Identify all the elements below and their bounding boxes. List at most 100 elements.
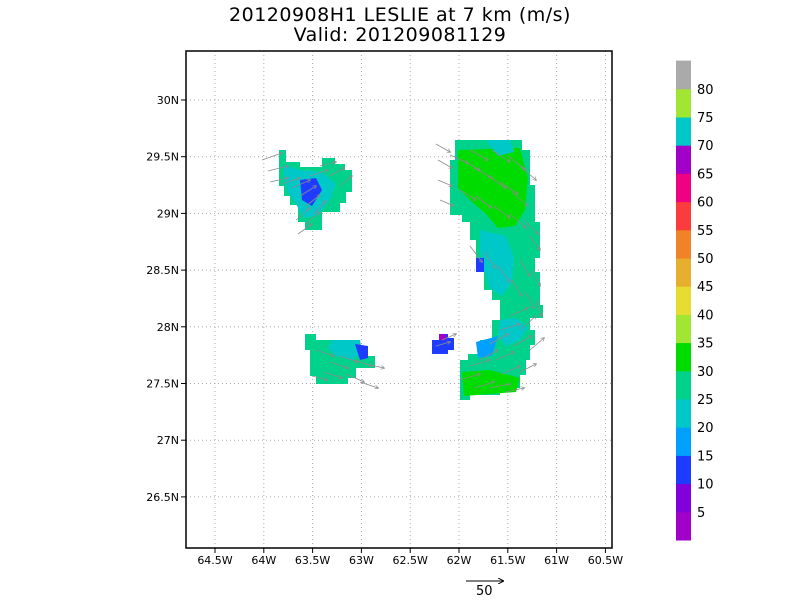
colorbar-swatch bbox=[676, 342, 691, 372]
colorbar-label: 60 bbox=[697, 196, 714, 211]
colorbar-label: 30 bbox=[697, 365, 714, 380]
wind-vector bbox=[323, 371, 342, 378]
colorbar-label: 25 bbox=[697, 393, 714, 408]
wind-vector bbox=[437, 159, 452, 168]
x-tick-label: 64W bbox=[251, 554, 276, 567]
wind-vectors bbox=[261, 143, 544, 393]
wind-vector bbox=[529, 338, 544, 351]
wind-vector bbox=[505, 388, 524, 393]
wind-vector bbox=[315, 349, 334, 356]
region-eastern-arc-top bbox=[486, 140, 514, 156]
region-southwest-min bbox=[355, 344, 368, 360]
wind-vector bbox=[511, 279, 522, 296]
wind-vector bbox=[441, 334, 456, 341]
colorbar-swatch bbox=[676, 483, 691, 513]
wind-vector bbox=[519, 364, 536, 373]
wind-vector bbox=[281, 178, 300, 185]
wind-vector bbox=[297, 224, 312, 235]
colorbar-swatch bbox=[676, 399, 691, 428]
colorbar-label: 5 bbox=[697, 506, 705, 521]
colorbar-swatch bbox=[676, 117, 691, 146]
wind-vector bbox=[497, 265, 510, 282]
wind-vector bbox=[309, 170, 328, 177]
colorbar-label: 65 bbox=[697, 167, 714, 182]
x-tick-label: 61W bbox=[544, 554, 569, 567]
wind-vector bbox=[489, 334, 508, 345]
wind-vector bbox=[507, 155, 526, 170]
wind-vector bbox=[535, 299, 542, 316]
wind-vector bbox=[493, 205, 510, 218]
wind-vector bbox=[491, 149, 510, 162]
wind-vector bbox=[261, 153, 282, 161]
wind-speed-field bbox=[279, 140, 543, 400]
colorbar-label: 40 bbox=[697, 308, 714, 323]
x-tick-label: 62W bbox=[447, 554, 472, 567]
wind-vector bbox=[469, 360, 490, 367]
region-central-min bbox=[439, 334, 446, 340]
wind-vector bbox=[329, 168, 344, 177]
wind-vector bbox=[339, 176, 352, 187]
colorbar-label: 20 bbox=[697, 421, 714, 436]
wind-vector bbox=[519, 316, 536, 331]
wind-vector bbox=[519, 259, 530, 276]
wind-vector bbox=[299, 186, 316, 197]
x-tick-label: 61.5W bbox=[490, 554, 525, 567]
wind-vector bbox=[269, 178, 288, 183]
colorbar: 5 10 15 20 25 30 35 40 45 50 55 60 65 70 75 80 bbox=[676, 60, 714, 541]
wind-vector bbox=[291, 180, 310, 189]
wind-vector bbox=[509, 308, 528, 317]
wind-vector bbox=[359, 381, 378, 388]
wind-vector bbox=[499, 181, 518, 194]
x-tick-label: 63.5W bbox=[295, 554, 330, 567]
wind-vector bbox=[459, 374, 480, 381]
colorbar-swatch bbox=[676, 455, 691, 485]
y-tick-label: 27.5N bbox=[146, 378, 179, 391]
wind-vector bbox=[437, 179, 452, 186]
colorbar-label: 55 bbox=[697, 224, 714, 239]
region-eastern-arc-inner-edge bbox=[476, 336, 498, 358]
y-tick-label: 29N bbox=[157, 207, 179, 220]
wind-vector bbox=[473, 382, 494, 389]
wind-vector bbox=[353, 359, 372, 366]
wind-vector bbox=[435, 143, 450, 152]
wind-vector bbox=[305, 212, 320, 225]
colorbar-label: 15 bbox=[697, 449, 714, 464]
region-northwest-min bbox=[300, 178, 322, 206]
wind-vector bbox=[489, 384, 510, 389]
wind-vector bbox=[499, 324, 520, 331]
colorbar-label: 70 bbox=[697, 139, 714, 154]
wind-vector bbox=[313, 201, 326, 215]
x-tick-label: 60.5W bbox=[588, 554, 623, 567]
colorbar-swatch bbox=[676, 88, 691, 118]
wind-vector bbox=[531, 269, 540, 286]
wind-vector bbox=[345, 373, 364, 382]
chart-subtitle: Valid: 201209081129 bbox=[293, 24, 507, 46]
grid bbox=[186, 51, 612, 548]
wind-vector bbox=[519, 165, 536, 180]
reference-vector-label: 50 bbox=[476, 584, 493, 599]
x-tick-label: 64.5W bbox=[197, 554, 232, 567]
wind-vector bbox=[311, 375, 328, 380]
wind-vector bbox=[305, 195, 320, 207]
wind-vector bbox=[479, 350, 498, 361]
colorbar-swatch bbox=[676, 229, 691, 259]
y-tick-label: 27N bbox=[157, 434, 179, 447]
chart-title: 20120908H1 LESLIE at 7 km (m/s) bbox=[229, 4, 571, 26]
colorbar-label: 10 bbox=[697, 478, 714, 493]
wind-vector bbox=[487, 175, 506, 188]
wind-vector bbox=[495, 352, 514, 361]
wind-vector bbox=[529, 235, 540, 250]
colorbar-swatch bbox=[676, 173, 691, 203]
wind-vector bbox=[501, 366, 520, 375]
wind-vector bbox=[295, 208, 310, 221]
y-tick-label: 30N bbox=[157, 94, 179, 107]
wind-vector bbox=[461, 159, 480, 170]
colorbar-swatch bbox=[676, 258, 691, 287]
wind-vector bbox=[525, 291, 534, 308]
y-tick-label: 26.5N bbox=[146, 491, 179, 504]
region-eastern-arc-mid-core bbox=[480, 230, 514, 296]
region-eastern-arc-min bbox=[476, 258, 484, 272]
x-tick-label: 62.5W bbox=[393, 554, 428, 567]
colorbar-swatch bbox=[676, 370, 691, 400]
